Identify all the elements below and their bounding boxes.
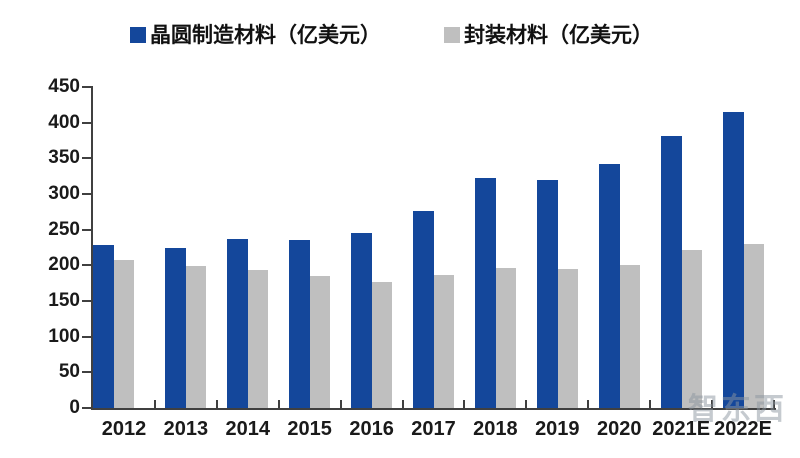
x-axis-label: 2022E <box>714 418 772 440</box>
x-axis-tick <box>401 400 404 408</box>
bar-packaging-2014 <box>248 270 269 408</box>
y-axis-tick <box>82 407 93 409</box>
x-axis-line <box>91 408 776 410</box>
y-axis-label: 450 <box>48 76 80 97</box>
y-axis-tick <box>82 228 93 231</box>
x-axis-label: 2020 <box>596 418 642 440</box>
legend-item-wafer-materials: 晶圆制造材料（亿美元） <box>130 20 381 50</box>
y-axis-tick <box>82 157 93 160</box>
x-axis-label: 2015 <box>287 418 332 440</box>
y-axis-tick <box>82 193 93 195</box>
x-axis-label: 2018 <box>473 418 518 440</box>
bar-wafer-2017 <box>413 211 434 408</box>
y-axis-label: 350 <box>48 147 80 169</box>
legend-item-packaging-materials: 封装材料（亿美元） <box>444 20 653 50</box>
bar-wafer-2018 <box>474 178 496 408</box>
x-axis-label: 2012 <box>101 418 147 440</box>
bar-packaging-2013 <box>186 266 207 408</box>
bar-packaging-2020 <box>619 265 640 408</box>
x-axis-tick <box>463 400 466 408</box>
x-axis-tick <box>277 400 280 408</box>
y-axis-label: 0 <box>69 397 80 418</box>
x-axis-tick <box>587 400 590 408</box>
x-axis-tick <box>339 400 342 408</box>
y-axis-label: 200 <box>48 254 80 276</box>
bar-wafer-2015 <box>289 240 311 408</box>
legend-label-packaging-materials: 封装材料（亿美元） <box>464 23 653 47</box>
bar-packaging-2016 <box>372 282 393 408</box>
x-axis-tick <box>525 400 528 408</box>
x-axis-label: 2019 <box>535 418 580 440</box>
x-axis-tick <box>649 400 652 408</box>
bar-packaging-2018 <box>495 268 516 408</box>
y-axis-label: 50 <box>58 361 80 383</box>
y-axis-tick <box>82 300 93 302</box>
bar-wafer-2014 <box>227 239 249 408</box>
bar-packaging-2019 <box>557 269 578 408</box>
bar-packaging-2022E <box>743 244 764 408</box>
x-axis-label: 2021E <box>652 418 711 440</box>
x-axis-tick <box>215 400 218 408</box>
bar-wafer-2020 <box>598 164 620 408</box>
bar-packaging-2012 <box>114 260 134 408</box>
x-axis-tick <box>711 400 714 408</box>
x-axis-label: 2013 <box>163 418 209 440</box>
bar-wafer-2021E <box>660 136 682 408</box>
bar-wafer-2022E <box>722 112 744 408</box>
y-axis-tick <box>82 86 93 88</box>
x-axis-tick <box>153 400 156 408</box>
bar-wafer-2013 <box>165 248 187 408</box>
x-axis-tick <box>773 400 775 408</box>
legend-swatch-wafer-icon <box>130 27 146 43</box>
y-axis-tick <box>82 121 93 124</box>
legend-swatch-packaging-icon <box>444 27 460 43</box>
y-axis-label: 400 <box>48 111 80 133</box>
bar-packaging-2021E <box>681 250 702 408</box>
bar-wafer-2016 <box>351 233 373 408</box>
x-axis-label: 2017 <box>411 418 456 440</box>
legend-label-wafer-materials: 晶圆制造材料（亿美元） <box>150 23 381 47</box>
y-axis-line <box>91 87 93 410</box>
bar-wafer-2019 <box>536 180 558 408</box>
y-axis-label: 100 <box>48 325 80 347</box>
watermark: 智东西 <box>688 393 787 426</box>
y-axis-label: 250 <box>48 218 80 240</box>
y-axis-label: 150 <box>48 290 80 311</box>
bar-packaging-2017 <box>434 275 454 408</box>
y-axis-label: 300 <box>48 183 80 204</box>
y-axis-tick <box>82 371 93 374</box>
bar-wafer-2012 <box>93 245 114 408</box>
y-axis-tick <box>82 264 93 267</box>
bar-packaging-2015 <box>310 276 331 408</box>
x-axis-label: 2014 <box>225 418 271 440</box>
y-axis-tick <box>82 335 93 338</box>
x-axis-label: 2016 <box>349 418 394 440</box>
